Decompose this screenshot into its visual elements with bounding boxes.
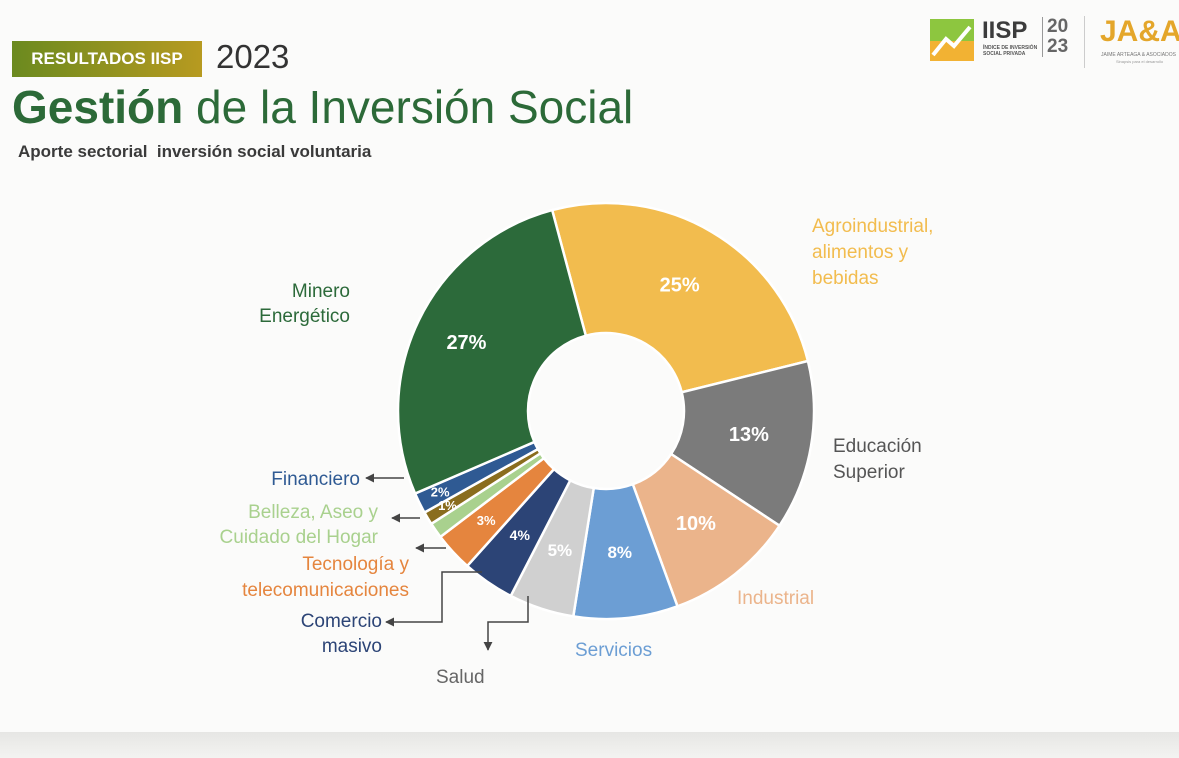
slice-educacion-superior <box>669 359 816 528</box>
pct-label-salud: 5% <box>548 541 573 560</box>
pct-label-agroindustrial-alimentos-y-bebidas: 25% <box>660 274 700 296</box>
chart-subtitle: Aporte sectorial inversión social volunt… <box>18 142 372 161</box>
pct-label-comercio-masivo: 4% <box>510 527 531 543</box>
pct-label-slice-8: 1% <box>438 498 457 513</box>
category-label-servicios: Servicios <box>575 640 652 661</box>
results-badge: RESULTADOS IISP <box>12 41 202 77</box>
logo-divider <box>1084 16 1085 68</box>
slice-minero-energetico <box>396 208 588 496</box>
percent-labels: 25% 13% 10% 8% 5% 4% 3% 1%2% 27% <box>431 274 769 561</box>
donut-chart: 25% 13% 10% 8% 5% 4% 3% 1%2% 27% Agroindustrial,… <box>220 201 934 688</box>
category-label-salud: Salud <box>436 667 485 688</box>
ja-logo: JA&A <box>1100 15 1179 48</box>
iisp-logo-icon <box>930 19 974 61</box>
category-label-industrial: Industrial <box>737 588 814 609</box>
title-bold: Gestión <box>12 81 184 133</box>
pct-label-minero-energetico: 27% <box>446 332 486 354</box>
iisp-year-bottom: 23 <box>1047 36 1069 57</box>
pct-label-educacion-superior: 13% <box>729 424 769 446</box>
arrow-salud <box>483 596 529 651</box>
pct-label-tecnologia-y-telecomunicaciones: 3% <box>477 513 496 528</box>
category-label-educacion-superior: Educación Superior <box>833 436 922 483</box>
iisp-logo-year: 20 23 <box>1042 17 1068 57</box>
slice-industrial <box>631 452 782 608</box>
category-label-comercio-masivo: Comercio masivo <box>301 611 382 657</box>
category-label-agroindustrial-alimentos-y-bebidas: Agroindustrial, alimentos y bebidas <box>812 216 933 289</box>
category-label-financiero: Financiero <box>271 469 360 490</box>
header-year: 2023 <box>216 38 290 75</box>
arrow-comercio <box>385 571 482 627</box>
category-label-tecnologia-y-telecomunicaciones: Tecnología y telecomunicaciones <box>242 554 409 601</box>
iisp-logo-name: IISP <box>982 17 1028 44</box>
slide-bottom-edge <box>0 732 1179 758</box>
callout-arrows <box>365 473 529 651</box>
iisp-year-top: 20 <box>1047 16 1069 37</box>
pct-label-financiero: 2% <box>431 484 450 499</box>
page-title: Gestión de la Inversión Social <box>12 80 633 134</box>
category-label-belleza-aseo-y-cuidado-del-hogar: Belleza, Aseo y Cuidado del Hogar <box>220 502 379 548</box>
pct-label-industrial: 10% <box>676 513 716 535</box>
ja-logo-tagline: Sinapsis para el desarrollo <box>1116 59 1164 64</box>
pct-label-servicios: 8% <box>607 543 632 562</box>
title-rest: de la Inversión Social <box>183 81 634 133</box>
donut-slices <box>396 201 816 621</box>
category-label-minero-energetico: Minero Energético <box>259 281 350 327</box>
ja-logo-subtitle: JAIME ARTEAGA & ASOCIADOS <box>1101 52 1176 58</box>
iisp-logo-subtitle: ÍNDICE DE INVERSIÓN SOCIAL PRIVADA <box>983 45 1038 57</box>
category-labels: Agroindustrial, alimentos y bebidas Educaci… <box>220 216 934 688</box>
slice-agroindustrial-alimentos-y-bebidas <box>550 201 810 394</box>
